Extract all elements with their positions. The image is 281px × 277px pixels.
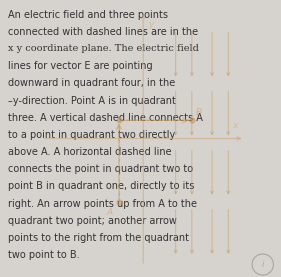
Text: An electric field and three points: An electric field and three points — [8, 10, 168, 20]
Text: connects the point in quadrant two to: connects the point in quadrant two to — [8, 164, 194, 174]
Text: downward in quadrant four, in the: downward in quadrant four, in the — [8, 78, 176, 88]
Text: right. An arrow points up from A to the: right. An arrow points up from A to the — [8, 199, 198, 209]
Text: i: i — [262, 260, 264, 269]
Text: A: A — [107, 208, 113, 217]
Text: B: B — [196, 108, 202, 117]
Text: x y coordinate plane. The electric field: x y coordinate plane. The electric field — [8, 44, 199, 53]
Text: two point to B.: two point to B. — [8, 250, 80, 260]
Text: points to the right from the quadrant: points to the right from the quadrant — [8, 233, 189, 243]
Text: quadrant two point; another arrow: quadrant two point; another arrow — [8, 216, 177, 226]
Text: x: x — [232, 121, 238, 130]
Text: y: y — [148, 20, 153, 29]
Text: to a point in quadrant two directly: to a point in quadrant two directly — [8, 130, 176, 140]
Text: –y-direction. Point A is in quadrant: –y-direction. Point A is in quadrant — [8, 96, 176, 106]
Text: lines for vector E are pointing: lines for vector E are pointing — [8, 61, 153, 71]
Text: connected with dashed lines are in the: connected with dashed lines are in the — [8, 27, 199, 37]
Text: above A. A horizontal dashed line: above A. A horizontal dashed line — [8, 147, 172, 157]
Text: point B in quadrant one, directly to its: point B in quadrant one, directly to its — [8, 181, 195, 191]
Text: three. A vertical dashed line connects A: three. A vertical dashed line connects A — [8, 113, 203, 123]
